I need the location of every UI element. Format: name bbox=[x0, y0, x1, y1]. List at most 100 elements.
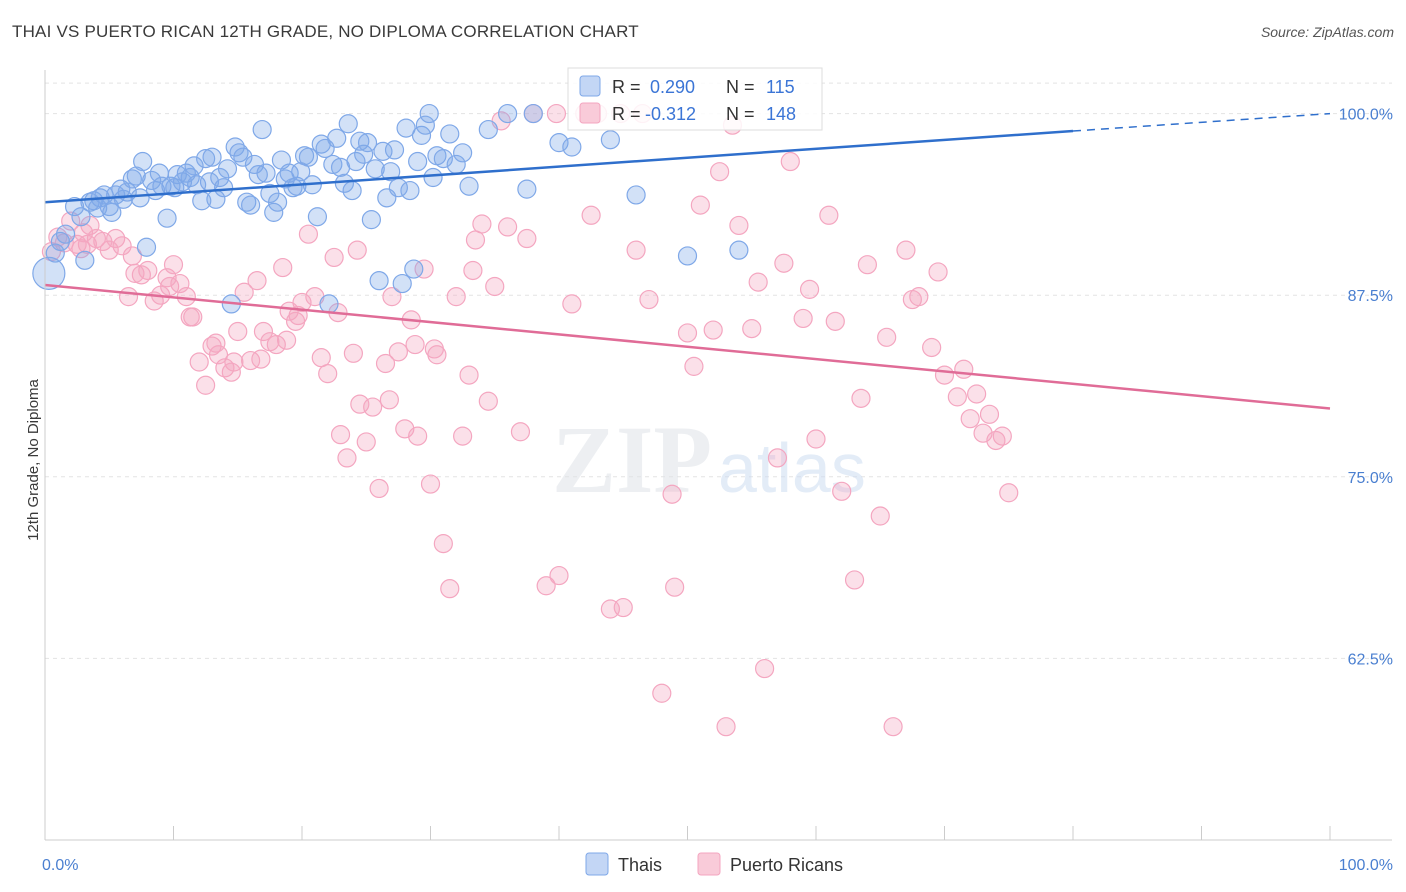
pr-point-21 bbox=[176, 287, 196, 307]
thai-point-23 bbox=[142, 170, 162, 191]
thai-point-90 bbox=[400, 180, 420, 201]
pr-point-46 bbox=[337, 448, 357, 468]
thai-point-94 bbox=[415, 115, 435, 135]
thai-point-82 bbox=[369, 271, 389, 291]
pr-point-59 bbox=[420, 474, 441, 494]
pr-point-112 bbox=[122, 246, 142, 266]
pr-point-121 bbox=[347, 240, 367, 260]
pr-point-117 bbox=[251, 349, 271, 369]
pr-point-44 bbox=[324, 247, 344, 268]
thai-point-76 bbox=[346, 151, 366, 172]
pr-point-52 bbox=[375, 353, 396, 374]
pr-point-62 bbox=[440, 579, 460, 599]
thai-point-111 bbox=[677, 246, 698, 266]
pr-point-140 bbox=[851, 388, 871, 408]
thai-point-103 bbox=[478, 119, 498, 140]
pr-point-73 bbox=[536, 576, 556, 596]
y-tick-label-1: 87.5% bbox=[1348, 288, 1393, 305]
pr-point-116 bbox=[224, 352, 244, 372]
pr-point-123 bbox=[405, 334, 425, 355]
pr-point-136 bbox=[748, 272, 768, 292]
pr-point-92 bbox=[780, 151, 800, 172]
thai-point-80 bbox=[361, 210, 381, 230]
thai-point-93 bbox=[411, 125, 432, 145]
thai-point-64 bbox=[298, 147, 319, 167]
pr-point-144 bbox=[954, 359, 974, 379]
pr-point-104 bbox=[934, 365, 955, 385]
pr-point-125 bbox=[463, 260, 483, 281]
thai-point-56 bbox=[267, 192, 288, 212]
thai-point-71 bbox=[327, 128, 347, 148]
pr-point-111 bbox=[77, 234, 98, 254]
thai-point-42 bbox=[214, 178, 234, 198]
pr-point-64 bbox=[453, 426, 473, 446]
pr-point-127 bbox=[517, 228, 537, 249]
y-tick-label-2: 75.0% bbox=[1348, 470, 1393, 487]
thai-point-81 bbox=[365, 159, 385, 179]
thai-point-53 bbox=[256, 163, 276, 183]
pr-point-51 bbox=[369, 478, 389, 499]
pr-point-65 bbox=[459, 365, 479, 385]
pr-point-81 bbox=[639, 289, 659, 310]
pr-point-19 bbox=[163, 255, 184, 275]
pr-point-89 bbox=[742, 319, 762, 339]
pr-point-61 bbox=[433, 534, 453, 554]
puerto-rican-points bbox=[41, 103, 1019, 737]
thai-point-0 bbox=[32, 256, 66, 290]
pr-point-137 bbox=[774, 253, 794, 273]
thai-point-5 bbox=[71, 207, 91, 227]
thai-point-75 bbox=[342, 180, 362, 201]
source-credit: Source: ZipAtlas.com bbox=[1260, 24, 1394, 40]
legend: R = 0.290 N = 115 R = -0.312 N = 148 bbox=[567, 67, 823, 131]
pr-point-42 bbox=[311, 348, 331, 368]
pr-point-58 bbox=[414, 259, 434, 279]
pr-point-84 bbox=[677, 323, 698, 343]
watermark: ZIP atlas bbox=[552, 406, 866, 513]
thai-trend-line bbox=[44, 129, 1074, 204]
pr-point-88 bbox=[729, 215, 749, 236]
pr-point-141 bbox=[877, 327, 897, 347]
pr-point-74 bbox=[549, 565, 569, 586]
thai-point-91 bbox=[404, 259, 424, 279]
thai-point-107 bbox=[549, 133, 569, 153]
thai-point-33 bbox=[180, 167, 200, 188]
pr-point-142 bbox=[902, 289, 922, 310]
pr-point-128 bbox=[546, 103, 567, 124]
pr-point-68 bbox=[478, 391, 498, 411]
pr-point-134 bbox=[710, 162, 730, 182]
svg-text:atlas: atlas bbox=[718, 429, 866, 507]
pr-point-90 bbox=[754, 658, 775, 679]
pr-point-83 bbox=[665, 577, 685, 597]
pr-point-69 bbox=[485, 276, 505, 297]
thai-point-43 bbox=[217, 159, 238, 179]
thai-point-47 bbox=[233, 147, 253, 167]
pr-point-101 bbox=[896, 240, 916, 260]
pr-point-109 bbox=[999, 483, 1019, 503]
thai-point-70 bbox=[323, 154, 343, 175]
pr-point-96 bbox=[832, 481, 852, 501]
thai-point-110 bbox=[626, 185, 646, 205]
pr-point-124 bbox=[424, 339, 444, 359]
pr-point-63 bbox=[446, 287, 466, 307]
x-tick-max: 100.0% bbox=[1339, 857, 1393, 874]
legend-n-value-thai: 115 bbox=[766, 77, 795, 97]
pr-point-143 bbox=[928, 262, 948, 282]
pr-point-30 bbox=[234, 282, 254, 302]
pr-point-138 bbox=[799, 279, 820, 299]
pr-point-15 bbox=[138, 260, 158, 281]
thai-point-101 bbox=[453, 143, 473, 163]
legend-n-label-pr: N = bbox=[726, 104, 755, 124]
thai-point-3 bbox=[55, 224, 76, 244]
pr-point-98 bbox=[857, 255, 878, 275]
pr-point-113 bbox=[160, 276, 180, 297]
pr-point-79 bbox=[613, 597, 633, 618]
thai-point-78 bbox=[354, 144, 374, 164]
pr-trend-line bbox=[44, 283, 1331, 410]
legend-r-label-thai: R = bbox=[612, 77, 641, 97]
thai-trend-line-dashed bbox=[1072, 112, 1331, 132]
pr-point-91 bbox=[767, 448, 788, 468]
pr-point-33 bbox=[253, 321, 274, 342]
thai-point-55 bbox=[264, 202, 284, 222]
pr-point-71 bbox=[510, 422, 531, 442]
